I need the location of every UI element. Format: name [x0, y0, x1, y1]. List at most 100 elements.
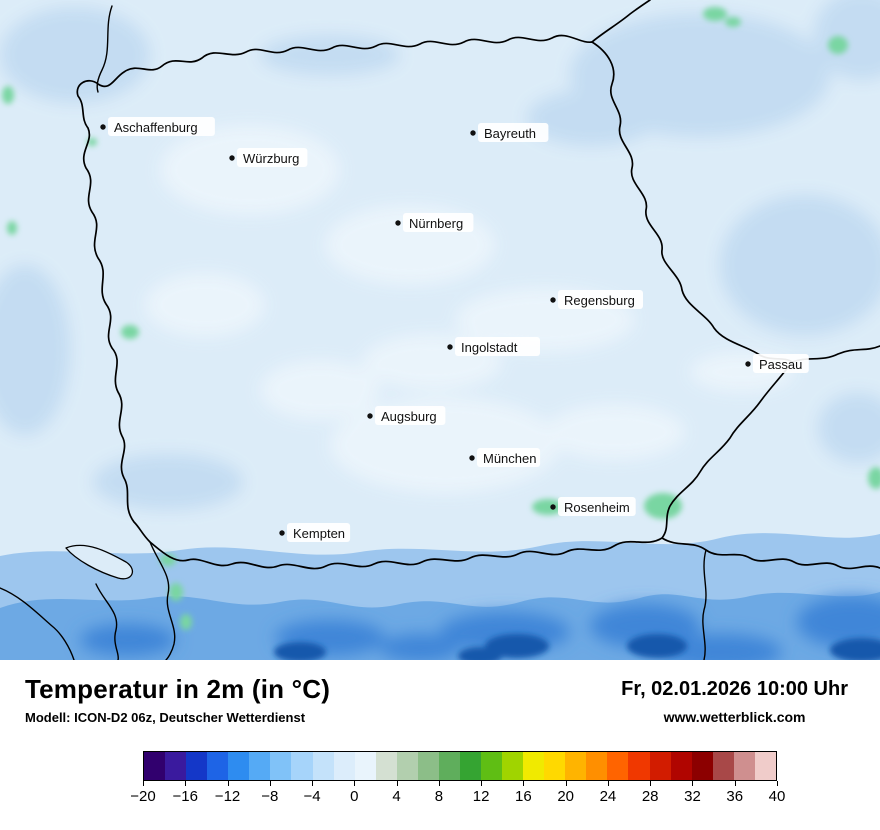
city-label: Würzburg [243, 151, 299, 166]
tyrol-border [149, 541, 176, 660]
legend-segment [712, 752, 734, 780]
title-block: Temperatur in 2m (in °C) Modell: ICON-D2… [25, 674, 330, 725]
city-label-bg [478, 123, 549, 142]
legend-segment [438, 752, 460, 780]
city-label-bg [753, 354, 809, 373]
forecast-datetime: Fr, 02.01.2026 10:00 Uhr [621, 678, 848, 700]
legend-tick-label: −20 [130, 788, 156, 805]
legend-tick [396, 781, 398, 786]
city-dot [395, 220, 401, 226]
legend-tick-label: −16 [172, 788, 198, 805]
austria-border-east [661, 537, 880, 570]
legend-segment [544, 752, 566, 780]
legend-segment [459, 752, 481, 780]
legend-segment [733, 752, 755, 780]
city-dot [367, 413, 373, 419]
city-label: Nürnberg [409, 216, 463, 231]
city-dot [550, 297, 556, 303]
legend-tick [438, 781, 440, 786]
legend-segment [186, 752, 208, 780]
legend-segment [249, 752, 271, 780]
legend-segment [165, 752, 187, 780]
city-marker: Bayreuth [470, 123, 549, 142]
model-info: Modell: ICON-D2 06z, Deutscher Wetterdie… [25, 710, 306, 725]
city-marker: München [469, 448, 541, 467]
city-dot [447, 344, 453, 350]
legend-segment [628, 752, 650, 780]
legend-tick-label: −8 [261, 788, 279, 805]
legend-tick [143, 781, 144, 786]
legend-ticks: −20 −16 −12 −8 −4 0 4 8 12 16 20 24 28 32 36 40 [130, 781, 785, 809]
hesse-border [96, 5, 113, 93]
legend-segment [228, 752, 250, 780]
legend-segment [396, 752, 418, 780]
swiss-border-1 [0, 587, 75, 660]
city-label: Aschaffenburg [114, 120, 198, 135]
legend-segment [333, 752, 355, 780]
legend-tick-label: 4 [392, 788, 401, 805]
legend-segment [144, 752, 166, 780]
cold-hill-patches [0, 0, 880, 510]
legend-tick [312, 781, 314, 786]
city-label-bg [108, 117, 215, 136]
temperature-map: Aschaffenburg Würzburg Bayreuth Nürnberg Reg… [0, 0, 880, 660]
bavaria-border [76, 34, 793, 570]
legend-tick-label: 8 [434, 788, 444, 805]
legend-segment [417, 752, 439, 780]
city-label: Ingolstadt [461, 340, 518, 355]
legend-segment [586, 752, 608, 780]
lake-constance [65, 544, 134, 580]
legend-tick-label: 12 [472, 788, 490, 805]
legend-segment [754, 752, 776, 780]
city-marker: Passau [745, 354, 809, 373]
city-marker: Würzburg [229, 148, 308, 167]
legend-tick [354, 781, 356, 786]
legend-tick-label: 28 [641, 788, 659, 805]
city-marker: Augsburg [367, 406, 446, 425]
legend-tick [269, 781, 271, 786]
legend-tick [481, 781, 483, 786]
city-label-bg [403, 213, 474, 232]
city-label-bg [287, 523, 351, 542]
legend-segment [670, 752, 692, 780]
city-dot [470, 130, 476, 136]
city-dot [229, 155, 235, 161]
temperature-legend: −20 −16 −12 −8 −4 0 4 8 12 16 20 24 28 32 36 40 [130, 751, 785, 809]
legend-tick-label: 36 [726, 788, 744, 805]
city-marker: Kempten [279, 523, 351, 542]
city-dot [745, 361, 751, 367]
austria-inner-border [702, 549, 707, 660]
border-lines [0, 0, 880, 660]
legend-tick-label: 24 [599, 788, 617, 805]
legend-segment [565, 752, 587, 780]
czech-border-north [591, 0, 651, 43]
map-title: Temperatur in 2m (in °C) [25, 674, 331, 704]
city-label-bg [558, 290, 643, 309]
city-layer: Aschaffenburg Würzburg Bayreuth Nürnberg Reg… [100, 117, 809, 542]
city-label-bg [455, 337, 540, 356]
city-label: Augsburg [381, 409, 437, 424]
legend-segment [270, 752, 292, 780]
mild-valley-patches [145, 125, 794, 493]
legend-tick-label: 0 [350, 788, 359, 805]
legend-tick [565, 781, 567, 786]
legend-segment [481, 752, 503, 780]
city-label: Passau [759, 357, 802, 372]
city-dot [279, 530, 285, 536]
legend-tick [227, 781, 229, 786]
legend-segment [375, 752, 397, 780]
legend-tick [650, 781, 652, 786]
legend-tick-label: 32 [684, 788, 701, 805]
legend-tick [607, 781, 609, 786]
city-dot [100, 124, 106, 130]
legend-tick-label: −4 [303, 788, 321, 805]
legend-tick [777, 781, 778, 786]
city-label-bg [558, 497, 636, 516]
legend-segment [691, 752, 713, 780]
legend-segment [523, 752, 545, 780]
city-label: Kempten [293, 526, 345, 541]
city-label: Rosenheim [564, 500, 630, 515]
city-label-bg [237, 148, 308, 167]
legend-tick [523, 781, 525, 786]
city-marker: Aschaffenburg [100, 117, 215, 136]
